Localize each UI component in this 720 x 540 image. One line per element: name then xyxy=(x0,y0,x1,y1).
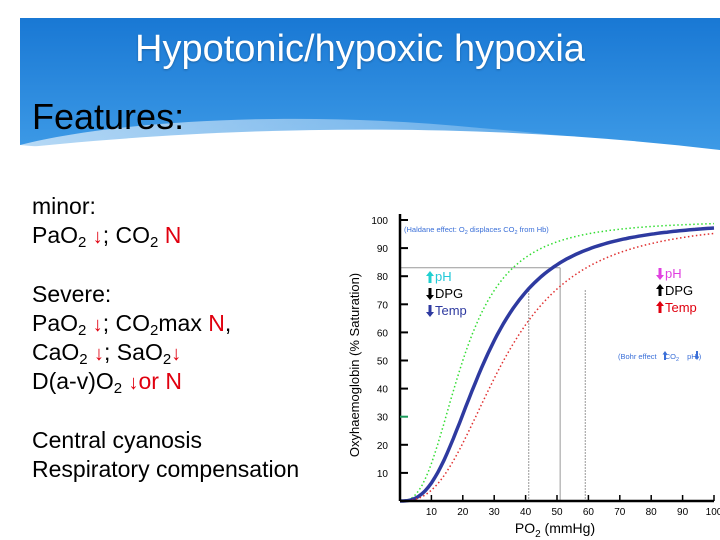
subscript: 2 xyxy=(78,322,87,339)
y-tick-label: 70 xyxy=(377,300,389,311)
y-tick-label: 50 xyxy=(377,357,389,368)
down-arrow-icon: ↓ xyxy=(94,343,105,365)
y-axis-label: Oxyhaemoglobin (% Saturation) xyxy=(347,273,362,457)
y-tick-label: 40 xyxy=(377,385,389,396)
subscript: 2 xyxy=(79,351,88,368)
minor-heading: minor: xyxy=(32,193,96,219)
x-tick-label: 50 xyxy=(551,507,563,518)
respiratory-compensation-text: Respiratory compensation xyxy=(32,456,300,482)
minor-line: PaO2 ↓; CO2 N xyxy=(32,221,299,250)
haldane-annotation: (Haldane effect: O2 displaces CO2 from H… xyxy=(404,225,549,236)
x-tick-label: 70 xyxy=(614,507,626,518)
severe-line-3: D(a-v)O2 ↓or N xyxy=(32,367,299,396)
up-arrow-icon xyxy=(656,284,664,296)
temp-label: Temp xyxy=(665,300,697,315)
severe-line-2: CaO2 ↓; SaO2↓ xyxy=(32,338,299,367)
features-heading: Features: xyxy=(32,96,185,137)
subscript: 2 xyxy=(162,351,172,368)
x-tick-label: 20 xyxy=(457,507,469,518)
dpg-label: DPG xyxy=(435,286,463,301)
down-arrow-icon: ↓ xyxy=(92,314,103,336)
sao2-label: ; SaO xyxy=(104,339,163,365)
normal-value: N xyxy=(164,222,182,248)
y-tick-label: 80 xyxy=(377,272,389,283)
down-arrow-icon: ↓ xyxy=(171,343,182,365)
subscript: 2 xyxy=(150,322,159,339)
pao2-label: PaO xyxy=(32,222,79,248)
up-arrow-icon xyxy=(656,301,664,313)
right-shift-factors: pH DPG Temp xyxy=(656,266,697,315)
down-arrow-icon: ↓ xyxy=(128,372,139,394)
down-arrow-icon xyxy=(656,268,664,280)
co2-label: ; CO xyxy=(102,222,151,248)
x-tick-label: 60 xyxy=(583,507,595,518)
central-cyanosis-text: Central cyanosis xyxy=(32,427,203,453)
up-arrow-icon xyxy=(426,271,434,283)
up-arrow-icon xyxy=(662,351,668,360)
x-tick-label: 10 xyxy=(426,507,438,518)
max-label: max xyxy=(158,310,209,336)
down-arrow-icon: ↓ xyxy=(92,226,103,248)
curves xyxy=(399,222,715,503)
severe-line-1: PaO2 ↓; CO2max N, xyxy=(32,309,299,338)
co2-label: ; CO xyxy=(102,310,151,336)
down-arrow-icon xyxy=(426,288,434,300)
reference-lines xyxy=(400,267,586,501)
svg-text:(Bohr effect CO2 pH ): (Bohr effect CO2 pH ) xyxy=(618,352,702,363)
subscript: 2 xyxy=(113,380,123,397)
severe-heading: Severe: xyxy=(32,281,112,307)
cao2-label: CaO xyxy=(32,339,80,365)
axes: 10 20 30 40 50 60 70 80 90 100 10 20 30 40 50 60 70 80 90 1… xyxy=(371,214,720,518)
y-tick-label: 30 xyxy=(377,413,389,424)
x-tick-label: 40 xyxy=(520,507,532,518)
y-tick-label: 90 xyxy=(377,244,389,255)
down-arrow-icon xyxy=(426,305,434,317)
subscript: 2 xyxy=(78,234,87,251)
bohr-annotation: (Bohr effect CO2 pH ) xyxy=(618,351,702,363)
pao2-label: PaO xyxy=(32,310,79,336)
down-arrow-icon xyxy=(694,351,700,360)
x-tick-label: 90 xyxy=(677,507,689,518)
dav-o2-label: D(a-v)O xyxy=(32,368,114,394)
oxygen-dissociation-chart: 10 20 30 40 50 60 70 80 90 100 10 20 30 40 50 60 70 80 90 1… xyxy=(347,214,720,540)
left-shift-factors: pH DPG Temp xyxy=(426,269,467,318)
slide-title: Hypotonic/hypoxic hypoxia xyxy=(135,28,585,70)
dissociation-curve-1 xyxy=(399,222,715,502)
y-tick-label: 100 xyxy=(371,216,388,227)
y-tick-label: 10 xyxy=(377,469,389,480)
x-tick-label: 30 xyxy=(489,507,501,518)
normal-value: N xyxy=(208,310,225,336)
or-normal-value: or N xyxy=(138,368,182,394)
y-tick-label: 20 xyxy=(377,441,389,452)
x-axis-label: PO2 (mmHg) xyxy=(515,520,595,540)
temp-label: Temp xyxy=(435,303,467,318)
subscript: 2 xyxy=(150,234,159,251)
dissociation-curve-3 xyxy=(400,232,715,502)
y-tick-label: 60 xyxy=(377,328,389,339)
ph-label: pH xyxy=(665,266,682,281)
dissociation-curve-2 xyxy=(400,226,715,503)
ph-label: pH xyxy=(435,269,452,284)
comma: , xyxy=(224,310,232,336)
body-text: minor: PaO2 ↓; CO2 N Severe: PaO2 ↓; CO2… xyxy=(32,192,299,484)
x-tick-label: 80 xyxy=(646,507,658,518)
title-banner xyxy=(0,18,720,160)
dpg-label: DPG xyxy=(665,283,693,298)
x-tick-label: 100 xyxy=(706,507,720,518)
